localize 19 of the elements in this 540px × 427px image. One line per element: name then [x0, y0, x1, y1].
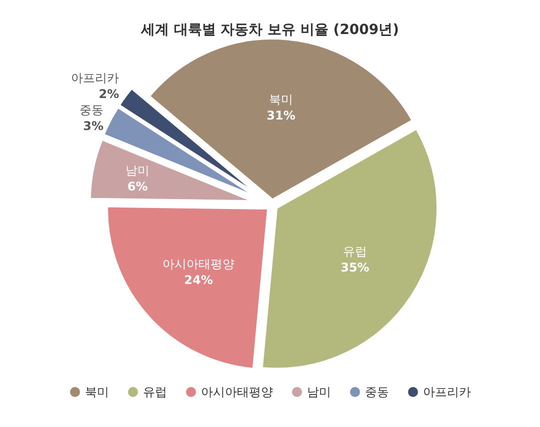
data-label: 24% — [184, 273, 213, 288]
data-label: 35% — [340, 260, 370, 275]
legend-label: 북미 — [85, 385, 109, 399]
slice-label: 유럽 — [342, 244, 367, 259]
data-label: 2% — [98, 87, 120, 102]
data-label: 3% — [83, 119, 104, 134]
data-label: 31% — [266, 108, 296, 123]
slice-label: 북미 — [269, 92, 294, 107]
legend-label: 중동 — [365, 385, 389, 399]
slice-label: 남미 — [126, 164, 150, 178]
chart-title: 세계 대륙별 자동차 보유 비율 (2009년) — [140, 22, 400, 38]
slice-label: 아프리카 — [71, 71, 120, 86]
data-label: 6% — [127, 180, 148, 194]
slice-label: 중동 — [80, 103, 104, 118]
slice-label: 아시아태평양 — [162, 257, 235, 272]
legend-label: 아시아태평양 — [201, 385, 273, 399]
legend-label: 아프리카 — [423, 385, 471, 399]
legend-label: 유럽 — [143, 385, 167, 399]
legend-label: 남미 — [307, 385, 331, 399]
